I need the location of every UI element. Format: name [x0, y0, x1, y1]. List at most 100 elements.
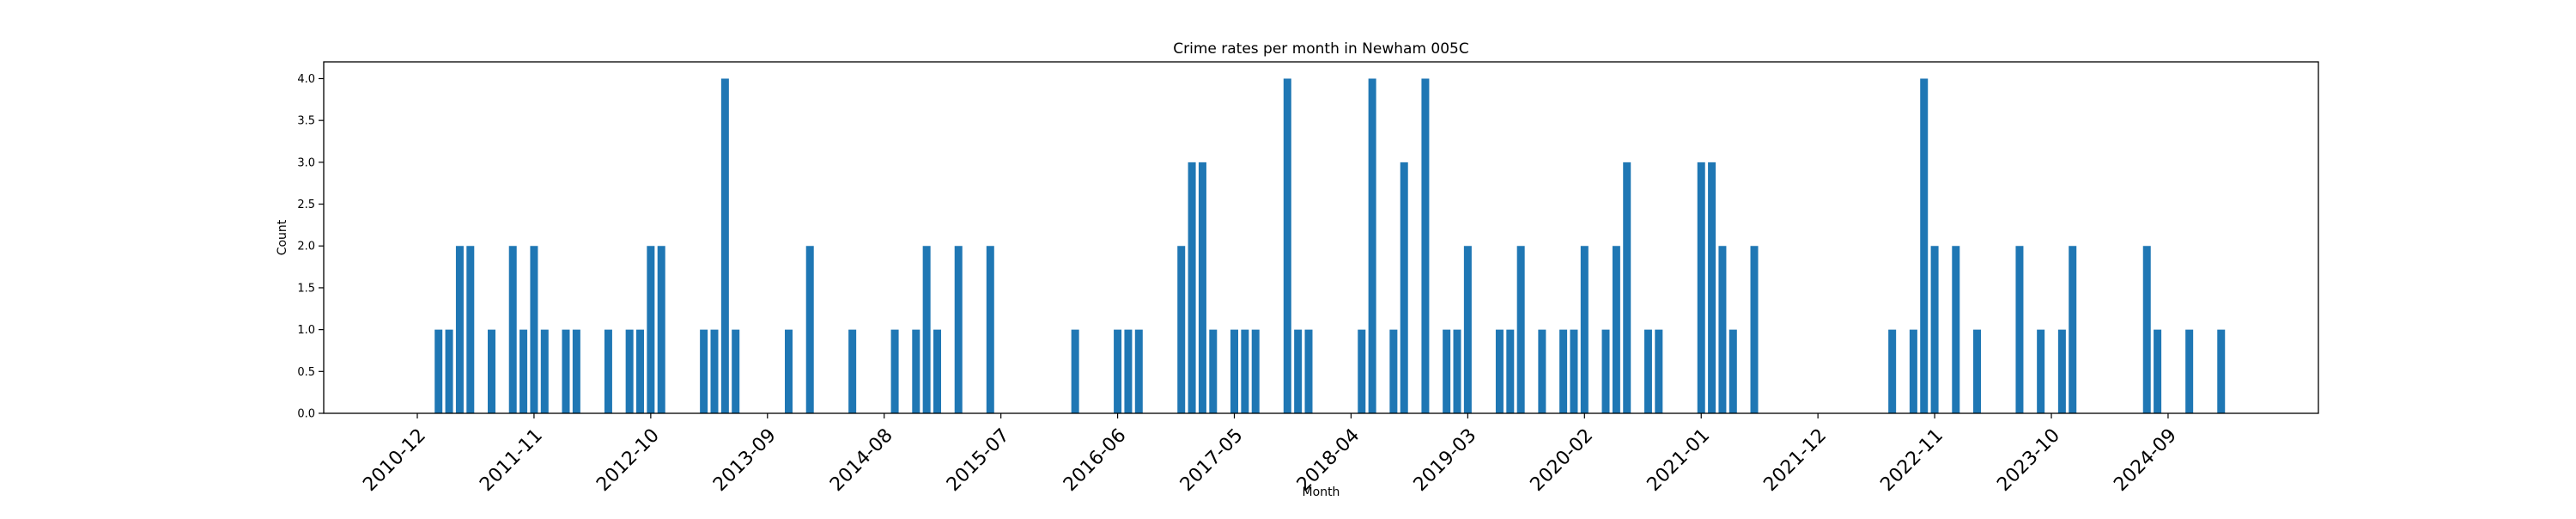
plot-frame: [323, 61, 2319, 414]
bar: [1538, 329, 1546, 413]
bar: [1463, 246, 1472, 413]
bar: [1368, 78, 1376, 413]
bars-group: [434, 78, 2226, 414]
x-tick-label: 2014-08: [826, 424, 897, 496]
x-axis-title: Month: [1303, 485, 1340, 499]
bar: [530, 246, 538, 413]
bar: [1209, 329, 1218, 413]
bar: [805, 246, 814, 413]
bar: [890, 329, 899, 413]
y-tick-label: 2.5: [297, 198, 315, 211]
chart-title: Crime rates per month in Newham 005C: [1173, 40, 1468, 58]
bar: [1559, 329, 1568, 413]
bar: [912, 329, 920, 413]
y-tick-label: 1.5: [297, 282, 315, 295]
bar: [1623, 162, 1631, 414]
bar: [710, 329, 719, 413]
bar: [2037, 329, 2045, 413]
bar: [2142, 246, 2151, 413]
bar: [1909, 329, 1917, 413]
bar: [933, 329, 942, 413]
bar: [1114, 329, 1122, 413]
x-tick-label: 2017-05: [1176, 424, 1248, 496]
bar: [1750, 246, 1759, 413]
x-tick-label: 2015-07: [943, 424, 1014, 496]
bar: [1177, 246, 1186, 413]
bar: [1358, 329, 1366, 413]
bar: [1580, 246, 1589, 413]
bar: [1888, 329, 1897, 413]
bar: [1304, 329, 1313, 413]
bar: [732, 329, 740, 413]
bar: [445, 329, 453, 413]
bar: [922, 246, 931, 413]
bar: [1728, 329, 1737, 413]
x-tick-label: 2024-09: [2110, 424, 2181, 496]
bar: [986, 246, 994, 413]
bar: [540, 329, 549, 413]
bar: [2015, 246, 2024, 413]
bar: [2217, 329, 2226, 413]
bar: [647, 246, 655, 413]
y-axis-title: Count: [276, 219, 289, 255]
x-tick-label: 2021-01: [1643, 424, 1715, 496]
y-tick-label: 2.0: [297, 241, 315, 253]
bar: [1718, 246, 1727, 413]
bar: [700, 329, 708, 413]
x-axis: 2010-12 2011-11 2012-10 2013-09 2014-08 2015-…: [359, 413, 2181, 496]
bar: [1920, 78, 1929, 413]
bar: [848, 329, 857, 413]
bar: [1612, 246, 1620, 413]
bar: [2069, 246, 2077, 413]
bar: [1241, 329, 1249, 413]
bar: [1443, 329, 1451, 413]
bar: [572, 329, 580, 413]
bar: [1283, 78, 1291, 413]
y-axis: 0.0 0.5 1.0 1.5 2.0 2.5 3.0 3.5 4.0: [297, 73, 324, 421]
bar: [657, 246, 665, 413]
bar: [1495, 329, 1504, 413]
bar: [720, 78, 729, 413]
bar: [2057, 329, 2066, 413]
x-tick-label: 2023-10: [1993, 424, 2064, 496]
bar: [2154, 329, 2162, 413]
x-tick-label: 2021-12: [1759, 424, 1831, 496]
bar: [1389, 329, 1398, 413]
bar: [519, 329, 528, 413]
bar: [604, 329, 612, 413]
bar: [625, 329, 634, 413]
bar: [466, 246, 475, 413]
x-tick-label: 2016-06: [1060, 424, 1131, 496]
bar: [1708, 162, 1716, 414]
x-tick-label: 2013-09: [709, 424, 781, 496]
bar: [1601, 329, 1610, 413]
bar: [1952, 246, 1960, 413]
bar: [2185, 329, 2194, 413]
x-tick-label: 2019-03: [1410, 424, 1481, 496]
bar: [1134, 329, 1143, 413]
y-tick-label: 0.0: [297, 408, 315, 421]
x-tick-label: 2020-02: [1527, 424, 1598, 496]
bar: [1188, 162, 1196, 414]
bar: [434, 329, 443, 413]
bar: [636, 329, 644, 413]
bar: [1124, 329, 1133, 413]
bar: [1294, 329, 1303, 413]
bar: [1400, 162, 1408, 414]
y-tick-label: 4.0: [297, 73, 315, 86]
y-tick-label: 3.5: [297, 115, 315, 128]
bar: [1516, 246, 1525, 413]
bar: [1071, 329, 1079, 413]
bar: [562, 329, 570, 413]
bar: [1421, 78, 1430, 413]
bar: [1973, 329, 1982, 413]
bar: [1453, 329, 1461, 413]
bar: [1643, 329, 1652, 413]
x-tick-label: 2022-11: [1876, 424, 1947, 496]
bar: [954, 246, 963, 413]
bar: [1230, 329, 1239, 413]
x-tick-label: 2012-10: [592, 424, 664, 496]
bar: [1655, 329, 1663, 413]
